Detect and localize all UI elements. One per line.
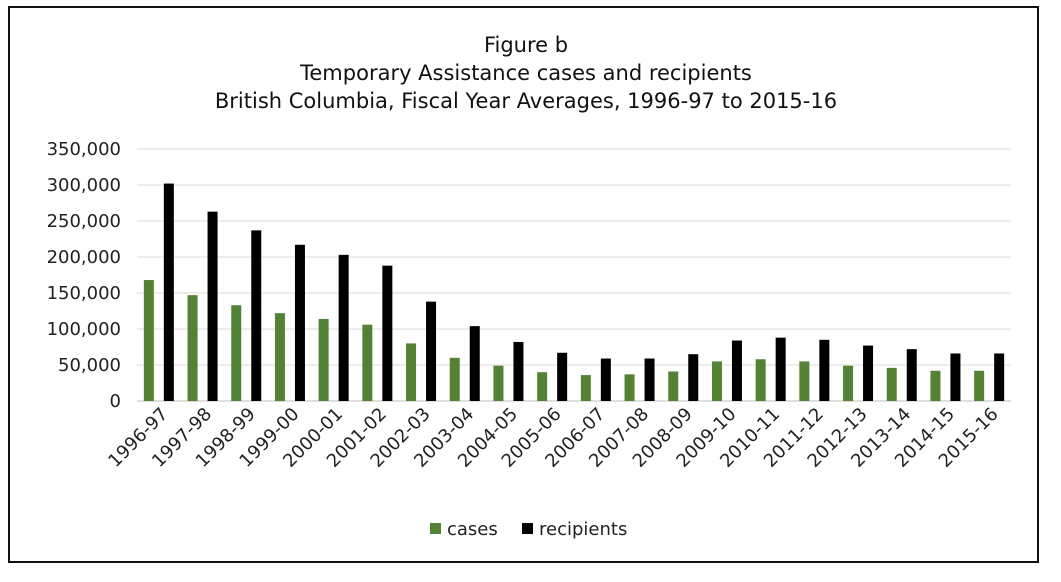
bar-cases: [755, 359, 766, 401]
bar-cases: [493, 365, 504, 401]
bar-recipients: [207, 211, 218, 401]
bar-recipients: [163, 183, 174, 401]
bar-recipients: [950, 353, 961, 401]
legend-label-cases: cases: [447, 519, 498, 540]
bar-recipients: [688, 354, 699, 401]
bar-recipients: [863, 345, 874, 401]
bar-recipients: [469, 326, 480, 401]
bar-cases: [668, 371, 679, 401]
bar-recipients: [775, 337, 786, 401]
bar-recipients: [382, 265, 393, 401]
bar-recipients: [251, 230, 262, 401]
bar-cases: [274, 313, 285, 401]
chart-frame: Figure b Temporary Assistance cases and …: [8, 6, 1039, 563]
bar-recipients: [906, 349, 917, 401]
bar-recipients: [426, 301, 437, 401]
bar-recipients: [294, 244, 305, 401]
bar-cases: [187, 295, 198, 401]
legend: cases recipients: [430, 519, 627, 540]
y-tick-label: 350,000: [47, 139, 121, 160]
bar-recipients: [557, 352, 568, 401]
bar-recipients: [644, 358, 655, 401]
x-axis: 1996-971997-981998-991999-002000-012001-…: [104, 404, 1002, 472]
y-tick-label: 150,000: [47, 283, 121, 304]
y-tick-label: 250,000: [47, 211, 121, 232]
chart-title-line-3: British Columbia, Fiscal Year Averages, …: [215, 89, 837, 113]
y-tick-label: 100,000: [47, 319, 121, 340]
legend-label-recipients: recipients: [539, 519, 627, 540]
bar-cases: [318, 318, 329, 401]
bar-cases: [362, 324, 373, 401]
bar-cases: [406, 343, 417, 401]
bar-cases: [886, 367, 897, 401]
bar-cases: [537, 372, 548, 401]
y-tick-label: 300,000: [47, 175, 121, 196]
chart-title: Figure b Temporary Assistance cases and …: [215, 33, 837, 113]
bar-cases: [143, 280, 154, 401]
y-tick-label: 50,000: [58, 355, 121, 376]
legend-swatch-cases: [430, 523, 441, 534]
chart-title-line-1: Figure b: [484, 33, 568, 57]
y-tick-label: 200,000: [47, 247, 121, 268]
bar-cases: [930, 370, 941, 401]
bar-cases: [449, 357, 460, 401]
y-axis: 0 50,000 100,000 150,000 200,000 250,000 300,0…: [47, 139, 121, 412]
bar-cases: [231, 305, 242, 401]
bar-recipients: [338, 254, 349, 401]
bar-recipients: [819, 339, 830, 401]
bar-cases: [843, 365, 854, 401]
bar-cases: [580, 375, 591, 401]
chart-title-line-2: Temporary Assistance cases and recipient…: [299, 61, 752, 85]
bar-cases: [974, 370, 985, 401]
gridlines: [137, 148, 1011, 402]
chart: Figure b Temporary Assistance cases and …: [47, 33, 1011, 540]
bar-recipients: [600, 358, 611, 401]
bars: [143, 183, 1005, 401]
bar-cases: [711, 361, 722, 401]
y-tick-label: 0: [110, 391, 121, 412]
bar-recipients: [994, 353, 1005, 401]
bar-recipients: [731, 340, 742, 401]
bar-cases: [799, 361, 810, 401]
bar-cases: [624, 374, 635, 401]
legend-swatch-recipients: [522, 523, 533, 534]
bar-recipients: [513, 341, 524, 401]
